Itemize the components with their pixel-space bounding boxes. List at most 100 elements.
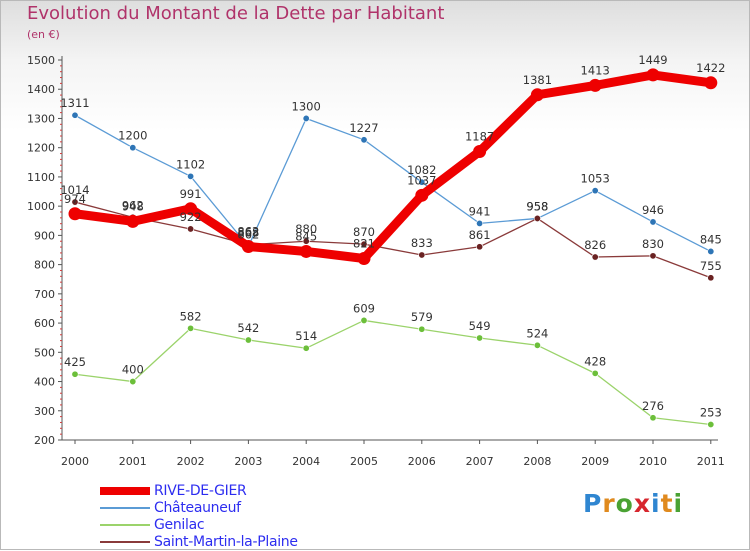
data-label: 974 xyxy=(64,192,86,206)
data-label: 514 xyxy=(295,329,317,343)
data-label: 1014 xyxy=(60,183,89,197)
data-label: 609 xyxy=(353,301,375,315)
data-label: 1102 xyxy=(176,157,205,171)
data-label: 1300 xyxy=(292,99,321,113)
data-point xyxy=(418,325,426,333)
data-point xyxy=(302,114,310,122)
data-label: 1413 xyxy=(581,63,610,77)
data-label: 862 xyxy=(237,224,259,238)
data-label: 579 xyxy=(411,310,433,324)
data-point xyxy=(591,369,599,377)
data-point xyxy=(533,214,541,222)
data-point xyxy=(302,344,310,352)
data-point xyxy=(418,178,426,186)
data-point xyxy=(302,237,310,245)
data-point xyxy=(591,253,599,261)
y-tick-label: 1000 xyxy=(27,200,55,213)
data-point xyxy=(704,76,718,90)
data-label: 941 xyxy=(469,204,491,218)
series-line xyxy=(74,114,712,253)
data-point xyxy=(187,225,195,233)
x-tick-label: 2000 xyxy=(61,455,89,468)
data-label: 1449 xyxy=(638,53,667,67)
data-point xyxy=(646,68,660,82)
data-point xyxy=(360,316,368,324)
data-label: 833 xyxy=(411,236,433,250)
data-point xyxy=(71,198,79,206)
series-line xyxy=(74,201,712,279)
data-label: 845 xyxy=(700,232,722,246)
data-label: 400 xyxy=(122,363,144,377)
x-tick-label: 2007 xyxy=(466,455,494,468)
x-tick-label: 2006 xyxy=(408,455,436,468)
data-label: 962 xyxy=(122,198,144,212)
data-label: 830 xyxy=(642,237,664,251)
y-tick-label: 1100 xyxy=(27,171,55,184)
y-tick-label: 800 xyxy=(34,259,55,272)
data-point xyxy=(187,172,195,180)
data-point xyxy=(588,78,602,92)
y-tick-label: 200 xyxy=(34,434,55,447)
logo-letter: x xyxy=(633,489,651,518)
x-tick-label: 2010 xyxy=(639,455,667,468)
data-point xyxy=(360,240,368,248)
data-label: 276 xyxy=(642,399,664,413)
data-point xyxy=(241,239,255,253)
x-tick-label: 2002 xyxy=(177,455,205,468)
x-tick-label: 2001 xyxy=(119,455,147,468)
legend-label: Châteauneuf xyxy=(154,500,241,516)
logo-letter: P xyxy=(583,489,603,518)
y-tick-label: 600 xyxy=(34,317,55,330)
legend-label: RIVE-DE-GIER xyxy=(154,483,247,499)
data-label: 958 xyxy=(526,199,548,213)
legend-swatch xyxy=(100,487,150,495)
y-tick-label: 1500 xyxy=(27,54,55,67)
data-point xyxy=(187,324,195,332)
data-label: 1037 xyxy=(407,173,436,187)
x-tick-label: 2008 xyxy=(523,455,551,468)
data-point xyxy=(476,243,484,251)
data-point xyxy=(591,187,599,195)
data-label: 542 xyxy=(237,321,259,335)
data-point xyxy=(649,252,657,260)
y-tick-label: 900 xyxy=(34,229,55,242)
data-labels: 1311 1200 1102 862 1300 1227 1082 941 958 1053 946… xyxy=(60,53,725,420)
data-label: 922 xyxy=(180,210,202,224)
series-line xyxy=(74,319,711,426)
data-point xyxy=(244,336,252,344)
x-tick-label: 2004 xyxy=(292,455,320,468)
y-tick-label: 400 xyxy=(34,376,55,389)
data-point xyxy=(360,136,368,144)
data-label: 1381 xyxy=(523,73,552,87)
data-point xyxy=(476,219,484,227)
y-tick-label: 700 xyxy=(34,288,55,301)
data-point xyxy=(68,207,82,221)
data-point xyxy=(357,251,371,265)
data-label: 861 xyxy=(469,228,491,242)
proxiti-logo: Proxiti xyxy=(583,489,683,518)
logo-letter: i xyxy=(651,489,661,518)
data-label: 1227 xyxy=(349,121,378,135)
data-label: 845 xyxy=(295,229,317,243)
data-label: 524 xyxy=(526,326,548,340)
series-lines xyxy=(68,68,718,429)
data-label: 1422 xyxy=(696,61,725,75)
data-point xyxy=(129,144,137,152)
x-tick-label: 2011 xyxy=(697,455,725,468)
chart-unit: (en €) xyxy=(27,28,60,41)
y-tick-label: 1200 xyxy=(27,142,55,155)
data-point xyxy=(533,341,541,349)
data-label: 948 xyxy=(122,199,144,213)
data-label: 1187 xyxy=(465,129,494,143)
y-tick-label: 1400 xyxy=(27,83,55,96)
data-label: 549 xyxy=(469,319,491,333)
data-point xyxy=(418,251,426,259)
data-label: 826 xyxy=(584,238,606,252)
logo-letter: i xyxy=(673,489,684,518)
data-point xyxy=(649,414,657,422)
data-label: 428 xyxy=(584,354,606,368)
data-point xyxy=(473,144,487,158)
data-point xyxy=(129,378,137,386)
